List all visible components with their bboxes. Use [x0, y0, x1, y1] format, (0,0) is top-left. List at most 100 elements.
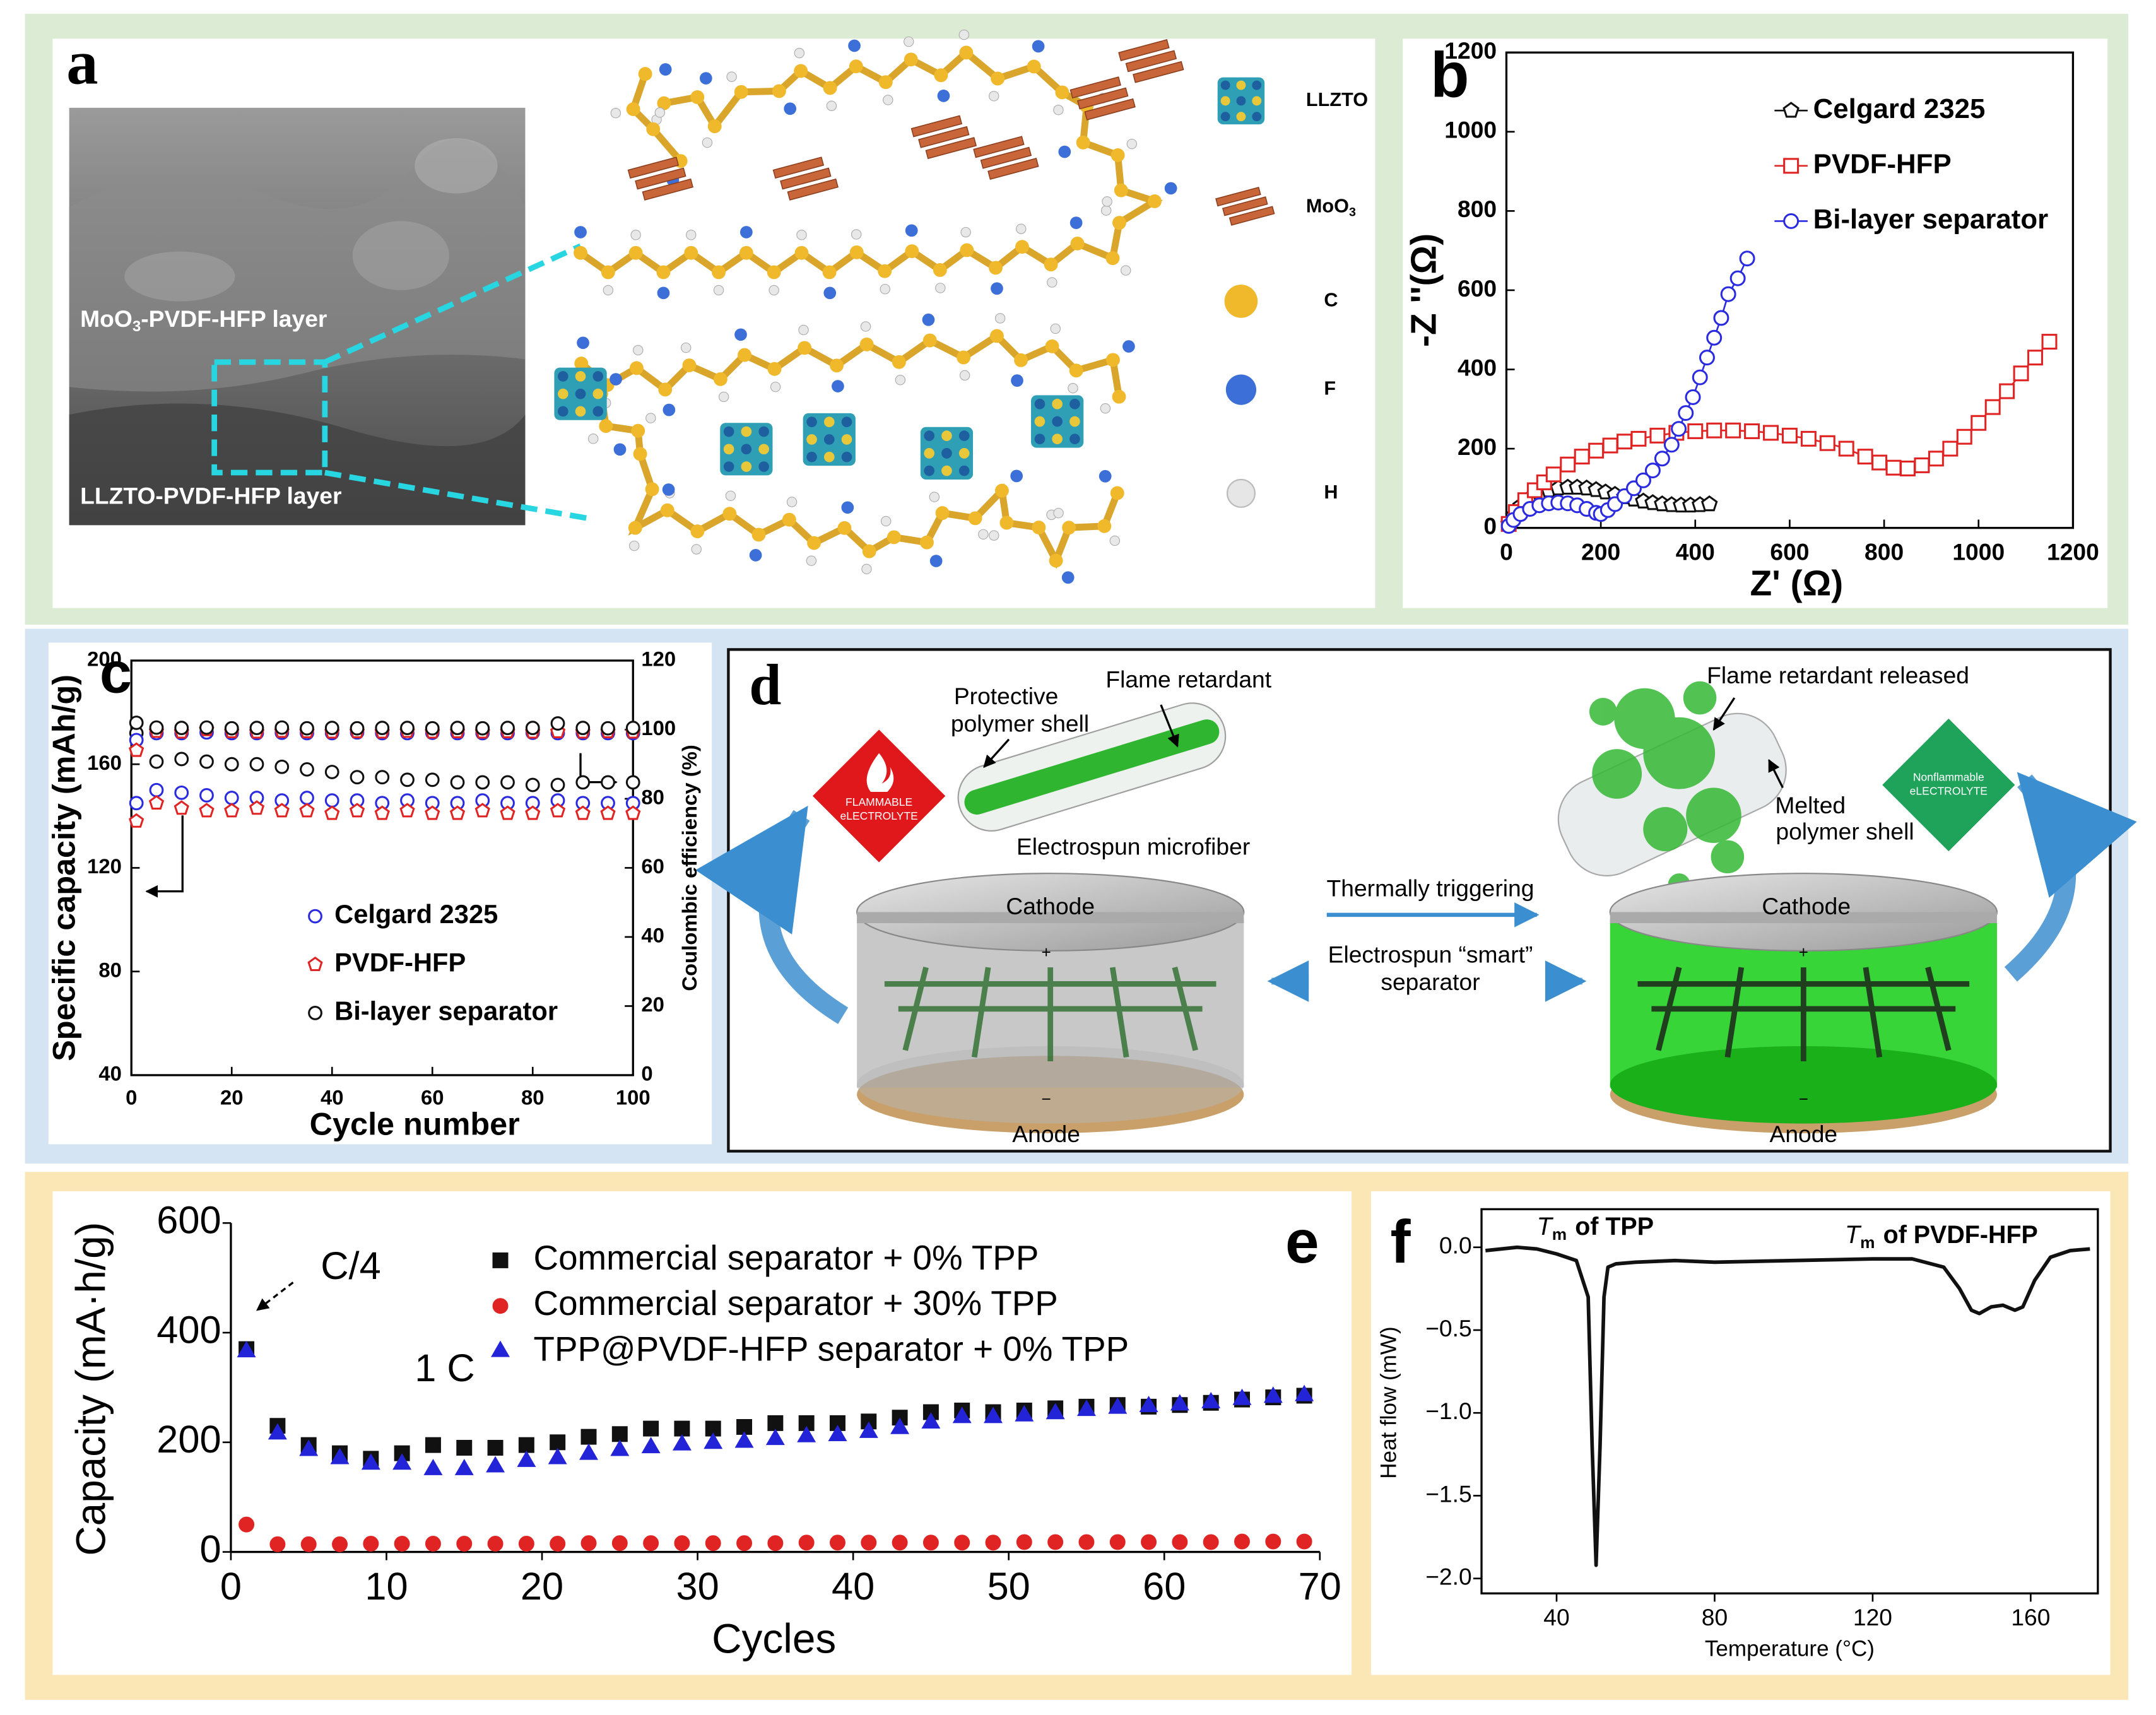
annotation: 1 C: [415, 1346, 474, 1389]
x-axis-label: Cycle number: [310, 1105, 520, 1141]
data-point: [300, 791, 314, 805]
moo3-cluster: [918, 126, 970, 148]
llzto-atom: [1069, 398, 1080, 410]
diamond-text: Nonflammable: [1913, 771, 1984, 784]
annotation-symbol: T: [1845, 1222, 1862, 1249]
data-point: [425, 772, 440, 787]
llzto-atom: [575, 388, 586, 399]
data-point: [550, 777, 565, 793]
flame-icon: [866, 753, 894, 792]
data-point: [224, 791, 239, 805]
atom-c: [920, 535, 934, 550]
data-point: [274, 803, 290, 818]
data-point: [1729, 270, 1746, 286]
llzto-atom: [1052, 398, 1063, 410]
atom-c: [1112, 389, 1126, 404]
atom-c: [1105, 353, 1120, 367]
data-point: [767, 1415, 784, 1431]
legend-marker: [307, 957, 323, 972]
atom-h: [645, 413, 656, 423]
legend-marker: [1783, 213, 1800, 229]
panel-bg: [48, 642, 712, 1145]
atom-c: [628, 521, 642, 535]
data-point: [1203, 1534, 1219, 1550]
data-point: [224, 721, 239, 736]
y-tick-label: 160: [87, 751, 122, 774]
y-axis-label: -Z ''(Ω): [1403, 233, 1444, 347]
x-tick-label: 20: [220, 1085, 244, 1109]
data-point: [1685, 389, 1701, 405]
data-point: [575, 805, 591, 820]
legend-marker: [308, 909, 322, 924]
atom-h: [718, 391, 729, 403]
atom-f: [1164, 182, 1177, 195]
diagram-label: Cathode: [1762, 893, 1851, 919]
atom-c: [713, 372, 728, 386]
data-point: [1047, 1534, 1064, 1550]
x-tick-label: 0: [220, 1564, 242, 1608]
llzto-atom: [557, 388, 568, 399]
atom-h: [978, 529, 989, 540]
data-point: [672, 1434, 692, 1451]
atom-h: [994, 313, 1006, 324]
data-point: [1928, 451, 1944, 467]
data-point: [450, 775, 465, 790]
x-tick-label: 800: [1864, 539, 1904, 565]
atom-c: [645, 482, 659, 497]
atom-c: [859, 337, 874, 351]
data-point: [300, 721, 314, 736]
panel-label: a: [66, 27, 98, 98]
llzto-atom: [806, 434, 817, 445]
data-point: [610, 1439, 630, 1456]
legend-text: F: [1324, 378, 1336, 399]
atom-h: [988, 91, 999, 102]
y2-tick-label: 0: [641, 1062, 652, 1085]
llzto-atom: [1252, 96, 1262, 106]
moo3-cluster: [1118, 39, 1170, 62]
x-tick-label: 80: [521, 1085, 545, 1109]
atom-c: [601, 265, 615, 280]
llzto-atom: [841, 451, 852, 463]
data-point: [579, 1443, 598, 1460]
data-point: [1984, 399, 2001, 415]
atom-f: [659, 63, 672, 76]
atom-c: [1049, 553, 1063, 568]
x-tick-label: 70: [1299, 1564, 1341, 1608]
data-point: [425, 805, 440, 820]
y-tick-label: 40: [98, 1062, 122, 1085]
data-point: [456, 1440, 473, 1456]
atom-f: [841, 501, 854, 514]
data-point: [1076, 1400, 1096, 1417]
data-point: [674, 1535, 690, 1552]
atom-c: [957, 350, 971, 365]
llzto-atom: [823, 434, 835, 445]
x-tick-label: 600: [1770, 539, 1809, 565]
data-point: [350, 721, 365, 736]
moo3-cluster: [980, 146, 1032, 169]
diagram-label: Flame retardant: [1105, 666, 1271, 693]
data-point: [548, 1447, 567, 1465]
panel-bg: [52, 1191, 1352, 1675]
label-arrow: [1712, 697, 1736, 731]
atom-c: [794, 245, 809, 260]
data-point: [1725, 422, 1741, 439]
atom-c: [690, 524, 705, 539]
data-point: [249, 800, 265, 815]
atom-h: [770, 381, 781, 392]
atom-f: [740, 226, 753, 239]
llzto-atom: [758, 444, 769, 455]
atom-c: [684, 245, 698, 260]
data-point: [1838, 440, 1854, 457]
data-point: [1914, 457, 1930, 473]
data-point: [828, 1425, 847, 1442]
x-tick-label: 60: [1143, 1564, 1186, 1608]
llzto-atom: [723, 444, 734, 455]
cycle-arrow: [695, 805, 849, 1024]
atom-h: [796, 230, 807, 240]
atom-c: [682, 358, 697, 372]
llzto-atom: [1052, 416, 1063, 427]
diagram-label: Protective: [954, 683, 1059, 709]
atom-h: [861, 563, 872, 575]
data-point: [550, 1434, 566, 1451]
data-point: [1871, 454, 1888, 471]
